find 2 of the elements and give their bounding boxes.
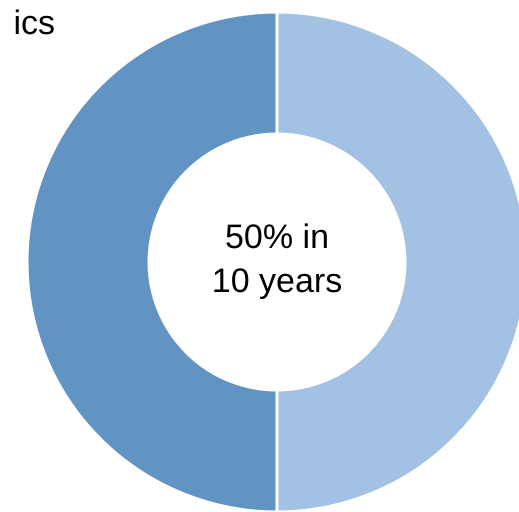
text: ics [13, 4, 55, 42]
text: 50% in 10 years [212, 218, 342, 300]
